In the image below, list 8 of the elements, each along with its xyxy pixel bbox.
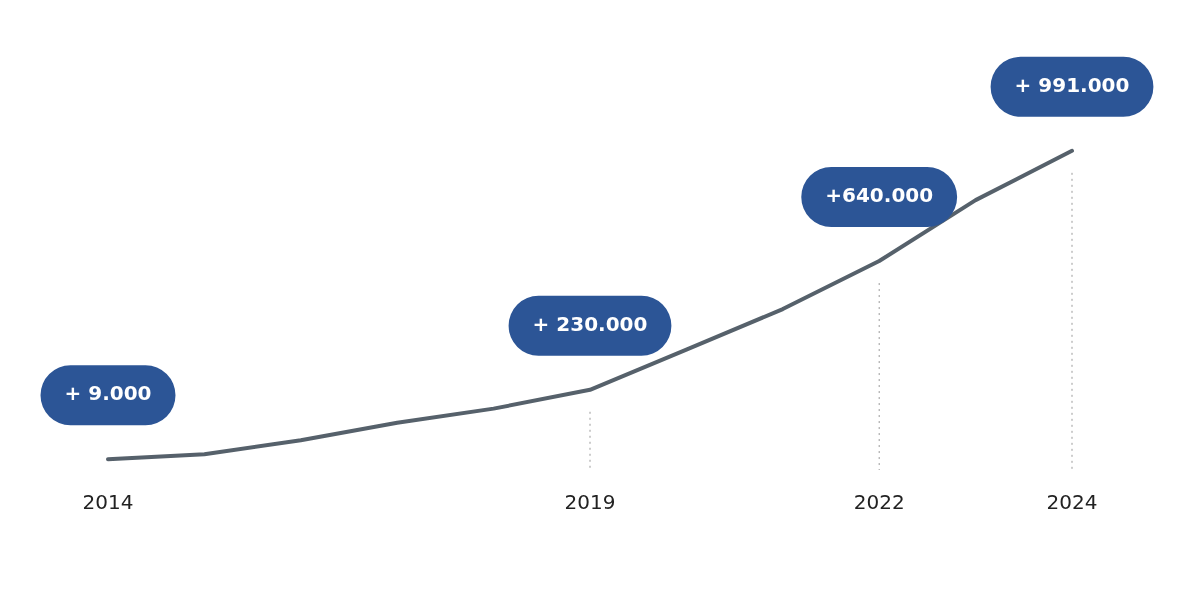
data-label: +640.000	[825, 183, 934, 208]
x-tick-label: 2024	[1046, 490, 1098, 515]
x-tick-label: 2022	[853, 490, 905, 515]
data-label: + 991.000	[1014, 73, 1130, 98]
data-label: + 9.000	[64, 381, 152, 406]
data-label: + 230.000	[532, 311, 648, 336]
x-tick-label: 2014	[82, 490, 134, 515]
x-tick-label: 2019	[564, 490, 616, 515]
